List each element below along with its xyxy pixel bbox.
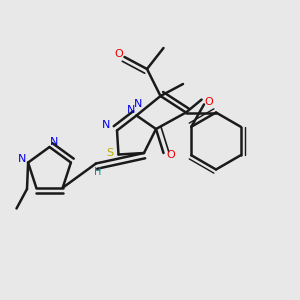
Text: S: S	[106, 148, 114, 158]
Text: N: N	[134, 99, 142, 109]
Text: H: H	[94, 167, 101, 177]
Text: O: O	[205, 97, 214, 107]
Text: O: O	[167, 150, 176, 161]
Text: N: N	[50, 136, 58, 147]
Text: N: N	[127, 105, 135, 115]
Text: N: N	[18, 154, 26, 164]
Text: N: N	[101, 119, 110, 130]
Text: O: O	[115, 49, 124, 59]
